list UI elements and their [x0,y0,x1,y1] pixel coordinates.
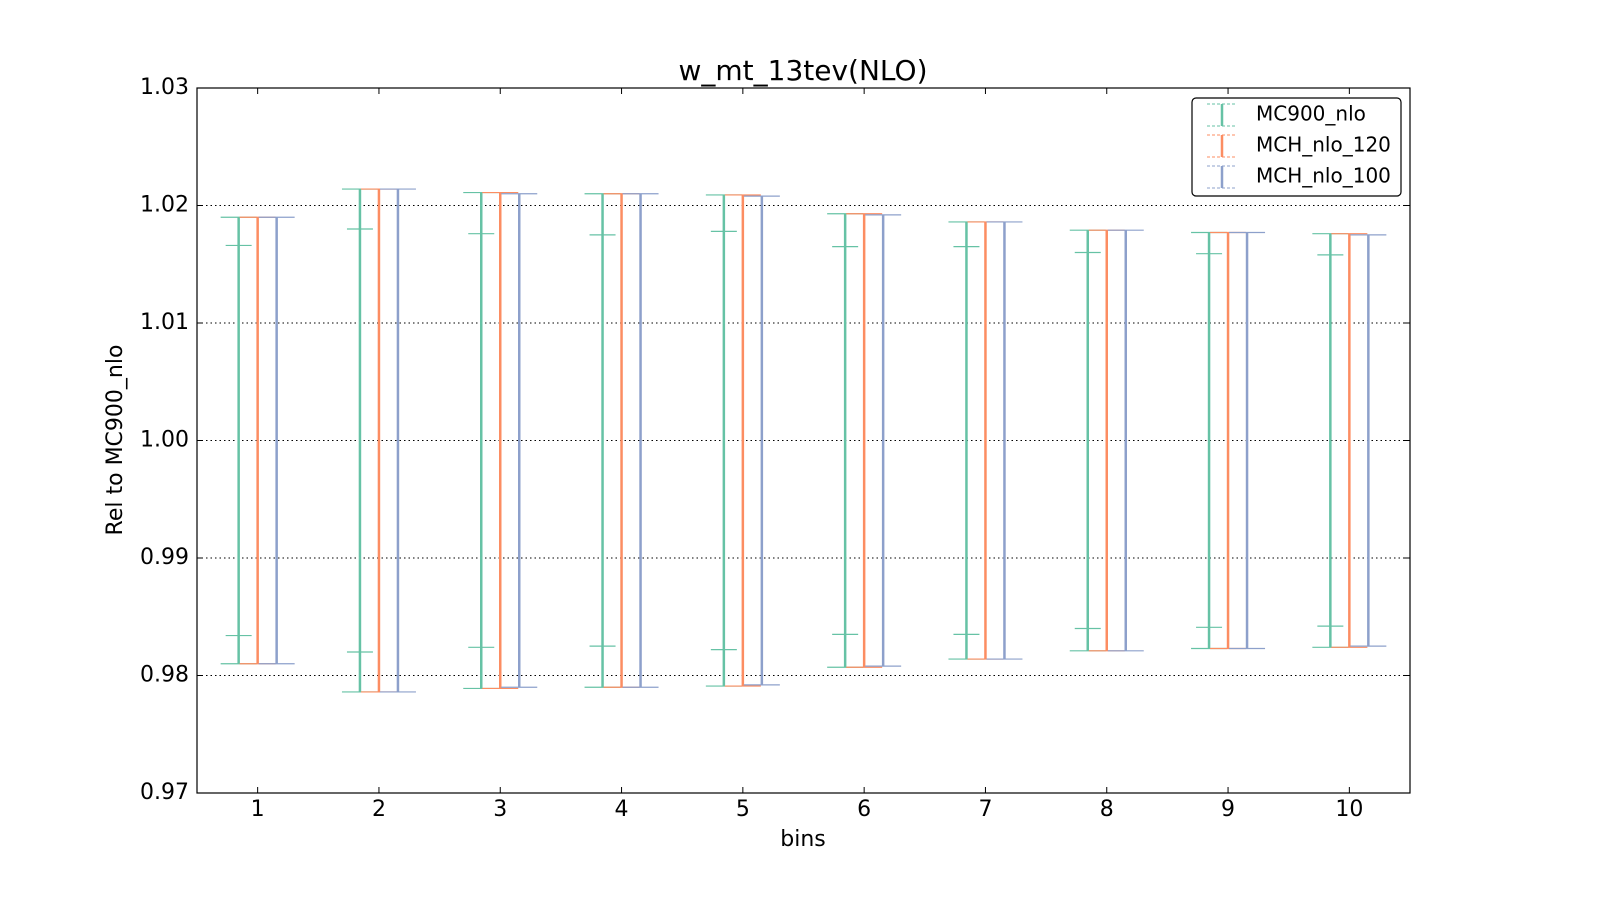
x-tick-label: 5 [736,797,750,822]
y-tick-label: 1.02 [140,193,189,218]
inner-error-bar [346,228,373,653]
error-bar [846,213,883,668]
error-bar [1229,231,1266,650]
error-bar [463,191,500,690]
error-bar [379,188,416,693]
error-bar [724,194,761,687]
x-tick-label: 8 [1100,797,1114,822]
inner-error-bar [1074,251,1101,630]
x-tick-label: 10 [1335,797,1363,822]
y-tick-label: 0.98 [140,663,189,688]
inner-error-bar [225,244,252,637]
error-bar [482,191,519,690]
x-tick-label: 3 [493,797,507,822]
inner-error-bar [953,246,980,635]
error-bar [865,214,902,667]
error-bar [501,193,538,688]
legend-label: MCH_nlo_120 [1256,133,1391,157]
error-bar [258,216,295,665]
x-tick-label: 1 [251,797,265,822]
x-tick-label: 4 [615,797,629,822]
error-bar [622,193,659,688]
y-tick-label: 0.97 [140,780,189,805]
x-tick-label: 6 [857,797,871,822]
chart-title: w_mt_13tev(NLO) [679,54,928,87]
inner-error-bar [589,234,616,647]
x-tick-label: 9 [1221,797,1235,822]
error-bar [743,195,780,686]
y-tick-label: 1.00 [140,428,189,453]
plot-frame [196,87,1411,794]
x-axis-label: bins [780,827,825,852]
legend-frame [1191,97,1402,197]
y-tick-label: 1.03 [140,75,189,100]
inner-error-bar [468,233,495,648]
x-tick-label: 7 [978,797,992,822]
error-bar [1107,229,1144,652]
legend-label: MC900_nlo [1256,102,1366,126]
error-bar [1350,234,1387,647]
y-tick-label: 0.99 [140,545,189,570]
error-bar [986,221,1023,660]
inner-error-bar [1196,253,1223,628]
x-tick-label: 2 [372,797,386,822]
inner-error-bar [1317,254,1344,627]
inner-error-bar [832,246,859,635]
error-bar [1331,233,1368,648]
legend-label: MCH_nlo_100 [1256,164,1391,188]
y-axis-label: Rel to MC900_nlo [103,345,128,536]
y-tick-label: 1.01 [140,310,189,335]
error-bar [1088,229,1125,652]
inner-error-bar [710,230,737,651]
